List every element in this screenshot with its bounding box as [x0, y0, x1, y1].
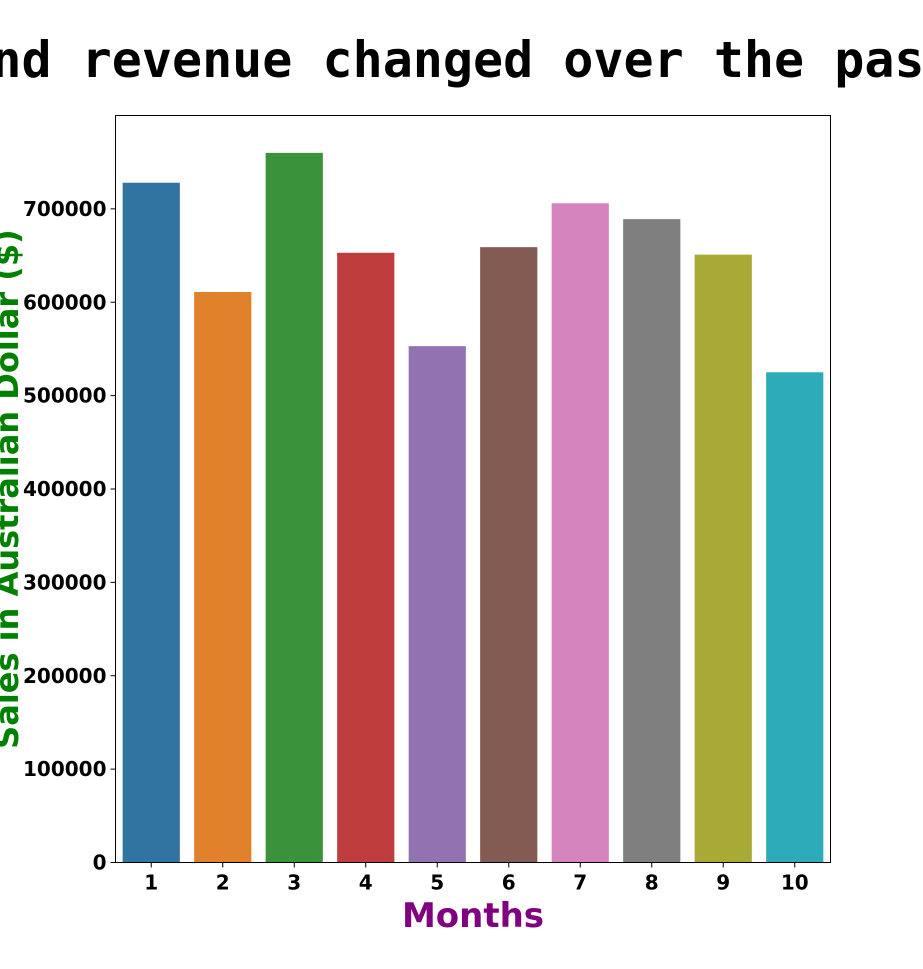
y-tick-label: 300000	[23, 570, 107, 594]
x-tick-label: 3	[287, 871, 301, 895]
bar-month-6	[480, 247, 538, 863]
x-tick-label: 9	[716, 871, 730, 895]
x-tick-label: 4	[359, 871, 373, 895]
y-tick-label: 400000	[23, 477, 107, 501]
bar-month-5	[408, 346, 466, 863]
bar-month-3	[265, 152, 323, 863]
y-tick-label: 600000	[23, 290, 107, 314]
bar-month-7	[551, 203, 609, 863]
x-tick-label: 10	[781, 871, 809, 895]
x-tick-label: 1	[144, 871, 158, 895]
bar-month-9	[694, 254, 752, 863]
bar-month-8	[623, 219, 681, 863]
x-tick-label: 8	[645, 871, 659, 895]
bar-month-1	[122, 182, 180, 863]
plot-frame	[115, 115, 831, 863]
bar-month-10	[766, 372, 824, 863]
x-tick-label: 5	[430, 871, 444, 895]
y-tick-label: 200000	[23, 664, 107, 688]
bar-month-2	[194, 291, 252, 863]
x-tick-label: 7	[573, 871, 587, 895]
bar-month-4	[337, 252, 395, 863]
y-axis-label: Sales in Australian Dollar ($)	[0, 229, 26, 749]
x-tick-label: 6	[502, 871, 516, 895]
chart-title: Sales and revenue changed over the past …	[0, 31, 923, 89]
y-axis: 0 100000 200000 300000 400000 500000 600000 700…	[23, 197, 116, 875]
x-axis: 1 2 3 4 5 6 7 8 9 10	[144, 862, 809, 895]
y-tick-label: 500000	[23, 384, 107, 408]
bars-group	[122, 152, 824, 863]
y-tick-label: 700000	[23, 197, 107, 221]
y-tick-label: 100000	[23, 757, 107, 781]
y-tick-label: 0	[93, 851, 107, 875]
x-axis-label: Months	[402, 896, 544, 936]
x-tick-label: 2	[216, 871, 230, 895]
